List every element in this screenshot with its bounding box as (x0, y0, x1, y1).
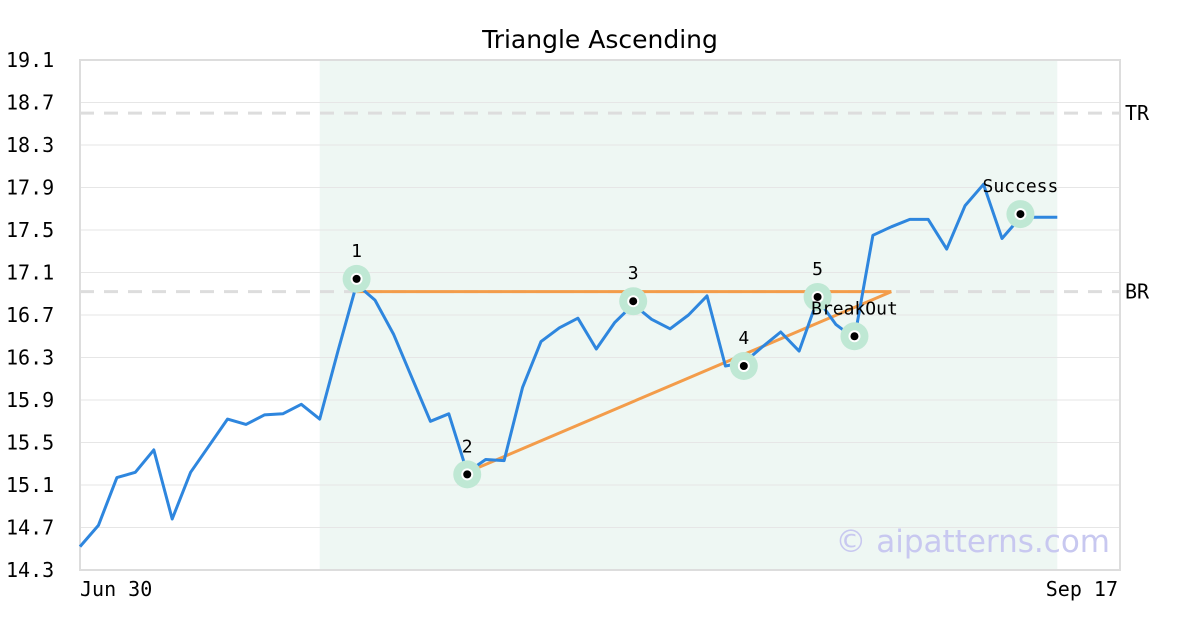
point-label-breakout: BreakOut (811, 298, 898, 319)
point-label-success: Success (982, 176, 1058, 197)
point-label-2: 2 (462, 436, 473, 457)
y-tick-label: 14.7 (6, 516, 54, 540)
y-tick-label: 16.3 (6, 346, 54, 370)
price-series-line (78, 182, 1058, 548)
x-tick-label-start: Jun 30 (80, 577, 152, 601)
pattern-line-2 (466, 290, 892, 474)
y-tick-label: 19.1 (6, 48, 54, 72)
point-marker-success (1016, 210, 1025, 219)
y-tick-label: 15.1 (6, 473, 54, 497)
point-label-3: 3 (628, 263, 639, 284)
y-tick-label: 15.5 (6, 431, 54, 455)
point-label-5: 5 (812, 259, 823, 280)
point-label-4: 4 (738, 328, 749, 349)
point-marker-breakout (850, 332, 859, 341)
y-tick-label: 14.3 (6, 558, 54, 582)
y-tick-label: 17.9 (6, 176, 54, 200)
point-marker-2 (463, 470, 472, 479)
level-label-br: BR (1125, 280, 1150, 304)
y-tick-label: 18.7 (6, 91, 54, 115)
y-tick-label: 18.3 (6, 133, 54, 157)
x-tick-label-end: Sep 17 (1046, 577, 1118, 601)
y-tick-label: 16.7 (6, 303, 54, 327)
point-marker-1 (352, 274, 361, 283)
y-tick-label: 17.1 (6, 261, 54, 285)
point-marker-4 (739, 362, 748, 370)
point-marker-3 (629, 297, 638, 306)
plot-frame (79, 59, 1121, 571)
point-label-1: 1 (351, 241, 362, 262)
point-marker-5 (813, 292, 822, 301)
watermark: © aipatterns.com (835, 524, 1110, 560)
y-tick-label: 15.9 (6, 388, 54, 412)
level-label-tr: TR (1125, 101, 1150, 125)
y-tick-label: 17.5 (6, 218, 54, 242)
chart-title: Triangle Ascending (481, 25, 718, 54)
